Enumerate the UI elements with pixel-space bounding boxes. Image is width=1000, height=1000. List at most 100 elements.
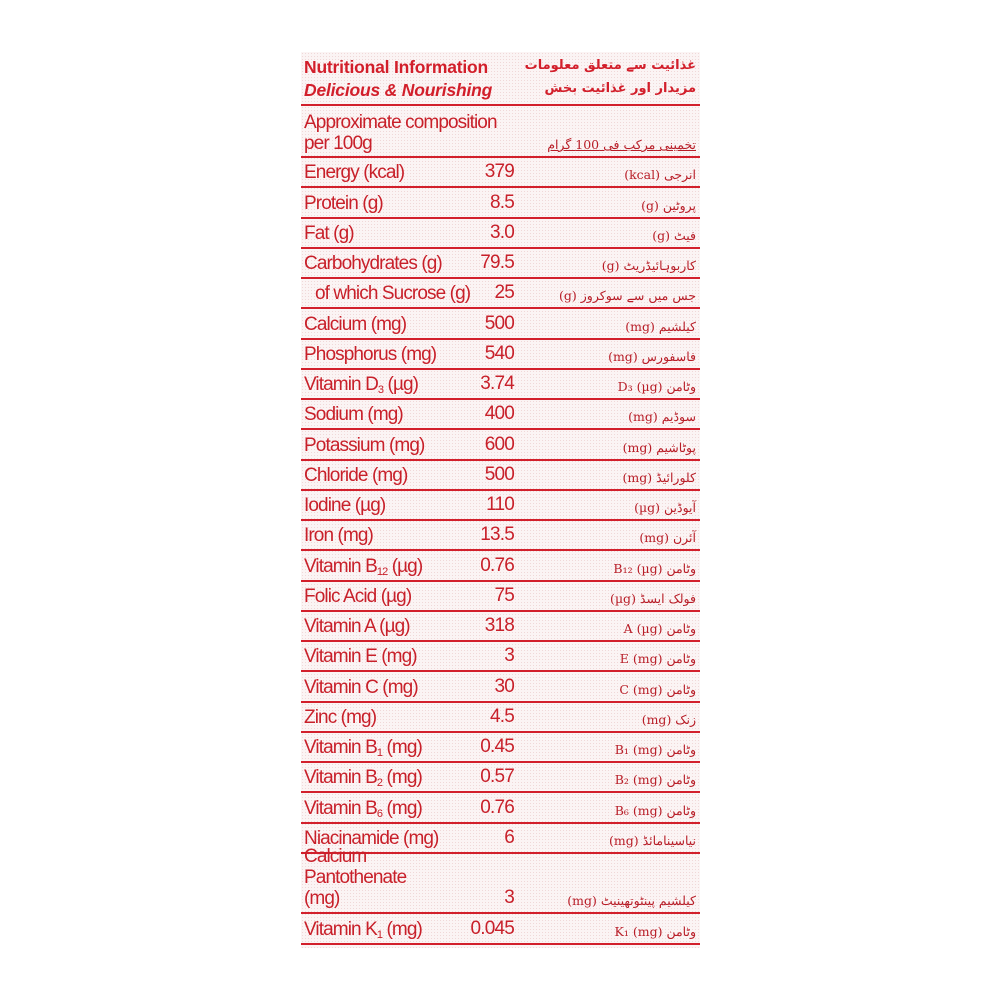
- nutrient-value: 0.76: [480, 554, 515, 576]
- nutrient-value: 3.74: [480, 373, 515, 394]
- nutrient-value: 110: [486, 494, 515, 515]
- nutrient-value: 8.5: [489, 191, 515, 213]
- nutrient-subscript: 2: [376, 777, 383, 790]
- title-urdu: غذائیت سے متعلق معلومات: [524, 58, 696, 73]
- nutrient-value: 379: [484, 161, 515, 183]
- nutrient-label-urdu: پوٹاشیم (mg): [622, 439, 696, 455]
- nutrient-label: Vitamin B6 (mg): [304, 797, 423, 820]
- nutrient-row: Vitamin B2 (mg) 0.57 وٹامن B₂ (mg): [301, 763, 700, 794]
- nutrient-row: Potassium (mg) 600 پوٹاشیم (mg): [301, 430, 700, 461]
- nutrient-row: Protein (g) 8.5 پروٹین (g): [301, 188, 700, 219]
- nutrient-row: Vitamin B12 (µg) 0.76 وٹامن B₁₂ (µg): [301, 551, 700, 582]
- nutrient-label: Vitamin B12 (µg): [304, 555, 423, 578]
- nutrient-value: 75: [494, 584, 514, 606]
- nutrient-label: Vitamin B1 (mg): [304, 737, 423, 759]
- subtitle-urdu: مزیدار اور غذائیت بخش: [544, 81, 697, 96]
- nutrition-panel: Nutritional Information Delicious & Nour…: [301, 52, 700, 948]
- nutrient-label-urdu: وٹامن B₁₂ (µg): [613, 560, 696, 576]
- nutrient-row: Vitamin E (mg) 3 وٹامن E (mg): [301, 642, 700, 673]
- nutrient-label-urdu: وٹامن B₂ (mg): [614, 772, 696, 788]
- nutrient-label-urdu: وٹامن B₁ (mg): [614, 742, 696, 757]
- nutrient-label-urdu: فاسفورس (mg): [608, 348, 696, 364]
- composition-row: Approximate composition per 100g تخمینی …: [301, 106, 700, 158]
- nutrient-label-urdu: وٹامن C (mg): [619, 681, 696, 697]
- nutrient-label: Vitamin C (mg): [304, 676, 419, 698]
- nutrient-label-urdu: کیلشیم پینٹوتھینیٹ (mg): [567, 893, 696, 909]
- nutrient-value: 3: [504, 645, 515, 667]
- nutrient-label-urdu: وٹامن A (µg): [623, 621, 696, 636]
- nutrient-value: 6: [504, 826, 515, 848]
- nutrient-label: Zinc (mg): [304, 706, 377, 728]
- nutrient-row: Vitamin K1 (mg) 0.045 وٹامن K₁ (mg): [301, 914, 700, 945]
- nutrient-label-urdu: کیلشیم (mg): [625, 318, 696, 334]
- composition-label: Approximate composition per 100g: [304, 112, 498, 154]
- nutrient-label-urdu: کلورائیڈ (mg): [622, 469, 696, 485]
- nutrient-row: Carbohydrates (g) 79.5 کاربوہائیڈریٹ (g): [301, 249, 700, 279]
- nutrient-label: Phosphorus (mg): [304, 343, 437, 365]
- nutrient-row: Vitamin D3 (µg) 3.74 وٹامن D₃ (µg): [301, 370, 700, 400]
- panel-header: Nutritional Information Delicious & Nour…: [301, 52, 700, 106]
- nutrient-value: 3: [504, 887, 515, 909]
- nutrient-label-urdu: وٹامن D₃ (µg): [617, 379, 696, 394]
- nutrient-label: Vitamin E (mg): [304, 646, 418, 668]
- nutrient-subscript: 1: [376, 928, 383, 941]
- nutrient-label: Potassium (mg): [304, 434, 425, 456]
- nutrient-label: Iodine (µg): [304, 495, 386, 516]
- nutrient-label-urdu: انرجی (kcal): [624, 167, 696, 183]
- nutrient-row: Zinc (mg) 4.5 زنک (mg): [301, 703, 700, 733]
- nutrient-label: Folic Acid (µg): [304, 585, 412, 607]
- nutrient-row: Vitamin B6 (mg) 0.76 وٹامن B₆ (mg): [301, 793, 700, 824]
- nutrient-value: 0.57: [480, 766, 515, 788]
- nutrient-label: Protein (g): [304, 192, 384, 214]
- subtitle: Delicious & Nourishing: [304, 80, 493, 100]
- nutrient-row: Iodine (µg) 110 آیوڈین (µg): [301, 491, 700, 521]
- nutrient-label-urdu: زنک (mg): [641, 711, 696, 727]
- nutrient-row: Sodium (mg) 400 سوڈیم (mg): [301, 400, 700, 431]
- nutrient-label: Calcium (mg): [304, 313, 407, 335]
- title: Nutritional Information: [304, 57, 488, 77]
- nutrient-label: of which Sucrose (g): [315, 283, 471, 305]
- nutrient-value: 25: [494, 282, 514, 304]
- nutrient-label-urdu: فولک ایسڈ (µg): [610, 590, 696, 606]
- nutrient-value: 500: [484, 312, 515, 334]
- nutrient-row: Phosphorus (mg) 540 فاسفورس (mg): [301, 340, 700, 370]
- nutrient-value: 0.76: [480, 796, 515, 818]
- nutrient-label-urdu: فیٹ (g): [652, 227, 696, 243]
- nutrient-value: 540: [484, 342, 515, 364]
- nutrient-value: 500: [484, 463, 515, 485]
- nutrient-subscript: 1: [376, 747, 383, 759]
- nutrient-label-urdu: کاربوہائیڈریٹ (g): [601, 258, 696, 273]
- nutrient-value: 0.045: [470, 917, 514, 939]
- nutrient-row: of which Sucrose (g) 25 جس میں سے سوکروز (…: [301, 279, 700, 310]
- nutrient-value: 400: [484, 403, 515, 425]
- nutrient-value: 13.5: [480, 524, 515, 546]
- nutrient-table: Energy (kcal) 379 انرجی (kcal) Protein (g) 8…: [301, 158, 700, 945]
- nutrient-label-urdu: وٹامن E (mg): [619, 651, 696, 667]
- nutrient-subscript: 6: [376, 807, 383, 820]
- nutrient-label-urdu: نیاسینامائڈ (mg): [608, 832, 696, 848]
- nutrient-label-urdu: سوڈیم (mg): [628, 409, 696, 425]
- nutrient-label: Vitamin K1 (mg): [304, 918, 423, 941]
- nutrient-label: Iron (mg): [304, 525, 374, 547]
- nutrient-subscript: 3: [377, 384, 384, 396]
- nutrient-value: 3.0: [489, 221, 515, 243]
- nutrient-row: Chloride (mg) 500 کلورائیڈ (mg): [301, 461, 700, 491]
- nutrient-value: 318: [484, 615, 515, 636]
- nutrient-label-urdu: پروٹین (g): [641, 197, 696, 213]
- nutrient-label: Fat (g): [304, 222, 355, 244]
- nutrient-row: Niacinamide (mg) 6 نیاسینامائڈ (mg): [301, 824, 700, 854]
- nutrient-row: Vitamin A (µg) 318 وٹامن A (µg): [301, 612, 700, 642]
- nutrient-value: 4.5: [489, 705, 515, 727]
- nutrient-label-urdu: جس میں سے سوکروز (g): [559, 288, 696, 304]
- nutrient-row: Fat (g) 3.0 فیٹ (g): [301, 219, 700, 249]
- nutrient-row: Calcium Pantothenate (mg) 3 کیلشیم پینٹوتھ…: [301, 846, 700, 915]
- nutrient-label-urdu: وٹامن B₆ (mg): [614, 802, 696, 818]
- nutrient-row: Calcium (mg) 500 کیلشیم (mg): [301, 309, 700, 340]
- nutrient-row: Iron (mg) 13.5 آئرن (mg): [301, 521, 700, 552]
- composition-label-urdu: تخمینی مرکب فی 100 گرام: [547, 137, 696, 152]
- nutrient-label: Sodium (mg): [304, 404, 404, 426]
- nutrient-value: 30: [494, 675, 514, 697]
- nutrient-label: Vitamin A (µg): [304, 616, 411, 637]
- nutrient-row: Vitamin B1 (mg) 0.45 وٹامن B₁ (mg): [301, 733, 700, 763]
- nutrient-value: 79.5: [480, 252, 515, 273]
